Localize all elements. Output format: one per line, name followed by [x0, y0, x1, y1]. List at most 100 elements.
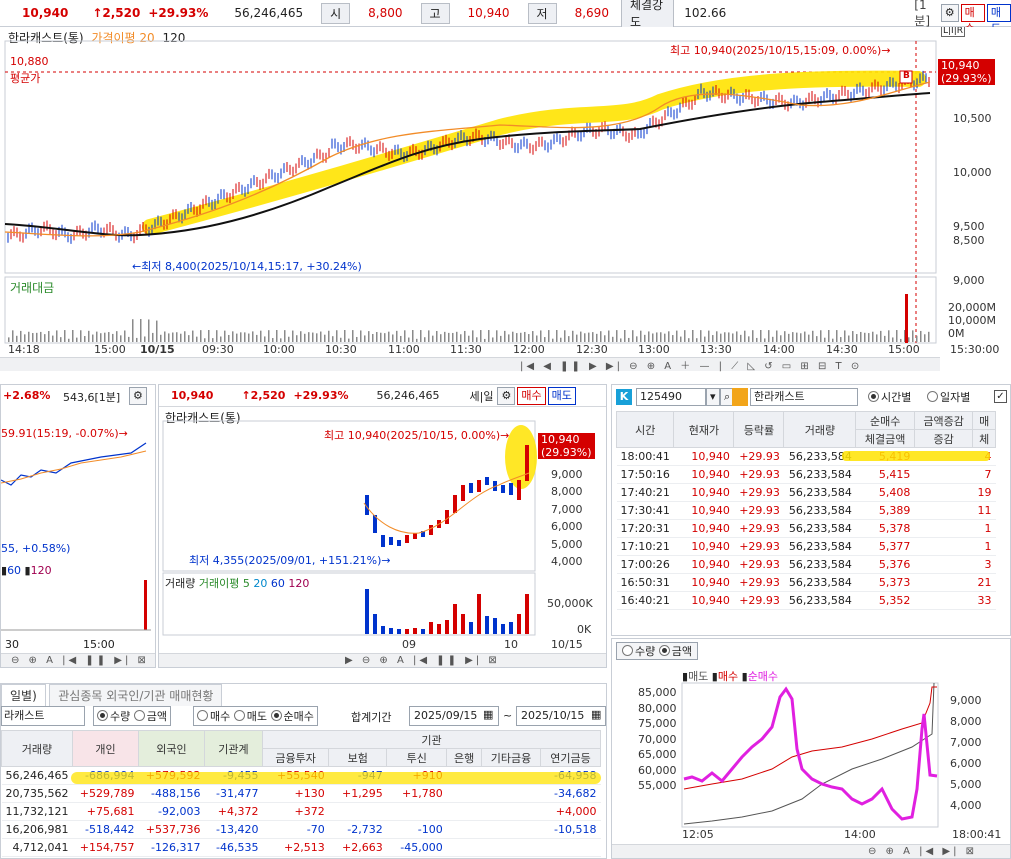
- table-row[interactable]: 4,712,041 +154,757 -126,317 -46,535 +2,513 +2…: [1, 838, 601, 857]
- daily-vol-ma120[interactable]: 120: [288, 577, 310, 590]
- tick-cell: 33: [914, 591, 996, 610]
- daily-vol-ma20[interactable]: 20: [253, 577, 268, 590]
- table-row[interactable]: 17:30:41 10,940 +29.93 56,233,584 5,389 11: [616, 501, 996, 520]
- volume-bar: [656, 332, 658, 342]
- mini-scrollbar[interactable]: ⊖ ⊕ A |◀ ❚❚ ▶| ⊠: [1, 653, 155, 667]
- table-row[interactable]: 17:50:16 10,940 +29.93 56,233,584 5,415 7: [616, 465, 996, 484]
- th-amount-change[interactable]: 금액증감: [913, 411, 974, 430]
- chart-scrollbar[interactable]: |◀ ◀ ❚❚ ▶ ▶| ⊖ ⊕ A ＋ — | ⟋ ◺ ↺ ▭ ⊞ ⊟ T ⊙: [0, 357, 940, 372]
- volume-panel-label: 거래대금: [10, 281, 55, 295]
- investor-tabs: 일별) 관심종목 외국인/기관 매매현황: [1, 684, 223, 706]
- stock-code-input[interactable]: 125490: [636, 388, 706, 406]
- volume-bar: [308, 332, 310, 342]
- volume-bar: [372, 333, 374, 342]
- table-row[interactable]: 17:20:31 10,940 +29.93 56,233,584 5,378 1: [616, 519, 996, 538]
- daily-candle: [485, 477, 489, 485]
- tab-watchlist[interactable]: 관심종목 외국인/기관 매매현황: [49, 684, 223, 706]
- tick-cell: 10,940: [673, 501, 734, 520]
- radio-inv-qty[interactable]: 수량: [97, 710, 130, 723]
- volume-bar: [232, 331, 234, 342]
- mini-settings-icon[interactable]: ⚙: [129, 387, 147, 405]
- calendar-icon[interactable]: ▦: [591, 708, 602, 721]
- table-row[interactable]: 20,735,562 +529,789 -488,156 -31,477 +130 +1,…: [1, 784, 601, 803]
- sell-button[interactable]: 매도: [986, 4, 1011, 35]
- investor-cell: +1,780: [386, 784, 447, 803]
- investor-cell: [446, 784, 482, 803]
- x-tick: 15:00: [94, 343, 126, 356]
- volume-bar: [144, 336, 146, 342]
- y-tick: 8,500: [953, 234, 985, 247]
- period-label: 합계기간: [351, 711, 392, 724]
- daily-settings-icon[interactable]: ⚙: [497, 386, 516, 405]
- investor-cell: +4,372: [204, 802, 263, 821]
- volume-bar: [164, 331, 166, 342]
- table-row[interactable]: 17:40:21 10,940 +29.93 56,233,584 5,408 19: [616, 483, 996, 502]
- volume-bar: [96, 331, 98, 342]
- radio-inv-buy[interactable]: 매수: [197, 710, 230, 723]
- buy-button[interactable]: 매수: [960, 4, 985, 35]
- radio-date[interactable]: 일자별: [927, 389, 970, 405]
- tilde: ~: [503, 709, 513, 722]
- code-dropdown-icon[interactable]: ▾: [706, 388, 720, 406]
- volume-bar: [428, 330, 430, 342]
- volume-bar: [780, 335, 782, 342]
- avg-price-value: 10,880: [10, 55, 49, 68]
- stock-name-field[interactable]: 한라캐스트: [750, 388, 858, 406]
- high-annotation: 최고 10,940(2025/10/15,15:09, 0.00%)→: [670, 44, 891, 57]
- vol-tick: 10,000M: [948, 314, 996, 327]
- investor-stock-field[interactable]: 라캐스트: [1, 706, 85, 726]
- radio-qty[interactable]: 수량: [622, 645, 655, 658]
- radio-amt[interactable]: 금액: [658, 645, 692, 658]
- volume-bar: [204, 338, 206, 342]
- daily-buy-button[interactable]: 매수: [517, 386, 546, 405]
- daily-scrollbar[interactable]: ▶ ⊖ ⊕ A |◀ ❚❚ ▶| ⊠: [159, 653, 606, 667]
- strength-value: 102.66: [684, 6, 727, 20]
- flow-scrollbar[interactable]: ⊖ ⊕ A |◀ ▶| ⊠: [612, 844, 1010, 858]
- table-row[interactable]: 16,206,981 -518,442 +537,736 -13,420 -70 -2,7…: [1, 820, 601, 839]
- volume-bar: [744, 330, 746, 342]
- radio-inv-sell[interactable]: 매도: [233, 710, 267, 723]
- radio-time[interactable]: 시간별: [868, 389, 911, 405]
- volume-bar: [628, 337, 630, 342]
- th-rate: 등락률: [733, 411, 785, 448]
- volume-bar: [736, 331, 738, 342]
- table-row[interactable]: 16:40:21 10,940 +29.93 56,233,584 5,352 33: [616, 591, 996, 610]
- volume-bar: [48, 331, 50, 342]
- ticks-table: 시간 현재가 등락률 거래량 순매수 금액증감 매 체결금액 증감 체 18:0…: [615, 411, 996, 610]
- daily-interval[interactable]: 세|일: [469, 389, 494, 403]
- chart-nav-controls[interactable]: |◀ ◀ ❚❚ ▶ ▶| ⊖ ⊕ A ＋ — | ⟋ ◺ ↺ ▭ ⊞ ⊟ T ⊙: [520, 361, 863, 372]
- tab-daily[interactable]: 일별): [1, 684, 46, 706]
- daily-vol-ma60[interactable]: 60: [270, 577, 285, 590]
- volume-bar: [116, 331, 118, 342]
- interval-label[interactable]: [1분]: [914, 0, 931, 28]
- table-row[interactable]: 11,732,121 +75,681 -92,003 +4,372 +372 +4,000: [1, 802, 601, 821]
- volume-bar: [904, 330, 906, 342]
- radio-inv-net[interactable]: 순매수: [270, 710, 314, 723]
- y-axis: 10,500 10,000 9,500 9,000: [953, 92, 992, 308]
- lir-box[interactable]: L|I|R: [941, 27, 965, 37]
- y-tick: 10,000: [953, 166, 992, 179]
- volume-bar: [720, 333, 722, 342]
- tick-cell: 10,940: [673, 465, 734, 484]
- volume-bar: [76, 337, 78, 342]
- period-from-input[interactable]: 2025/09/15: [409, 706, 499, 726]
- table-row[interactable]: 17:00:26 10,940 +29.93 56,233,584 5,376 3: [616, 555, 996, 574]
- daily-sell-button[interactable]: 매도: [547, 386, 576, 405]
- daily-vol-ma5[interactable]: 거래이평 5: [198, 577, 250, 590]
- checkbox[interactable]: ✓: [994, 390, 1007, 403]
- volume-bar: [280, 338, 282, 342]
- flow-x-tick: 18:00:41: [952, 828, 1002, 841]
- favorite-icon[interactable]: [732, 388, 748, 406]
- volume-bar: [732, 333, 734, 342]
- tick-cell: +29.93: [733, 483, 784, 502]
- tick-cell: 1: [914, 519, 996, 538]
- volume-bar: [540, 330, 542, 342]
- period-to-input[interactable]: 2025/10/15: [516, 706, 606, 726]
- b-marker[interactable]: B: [903, 71, 910, 81]
- table-row[interactable]: 17:10:21 10,940 +29.93 56,233,584 5,377 1: [616, 537, 996, 556]
- settings-icon[interactable]: ⚙: [940, 4, 959, 22]
- calendar-icon[interactable]: ▦: [483, 708, 494, 721]
- table-row[interactable]: 16:50:31 10,940 +29.93 56,233,584 5,373 21: [616, 573, 996, 592]
- volume-bar: [16, 335, 18, 342]
- radio-inv-amt[interactable]: 금액: [133, 710, 167, 723]
